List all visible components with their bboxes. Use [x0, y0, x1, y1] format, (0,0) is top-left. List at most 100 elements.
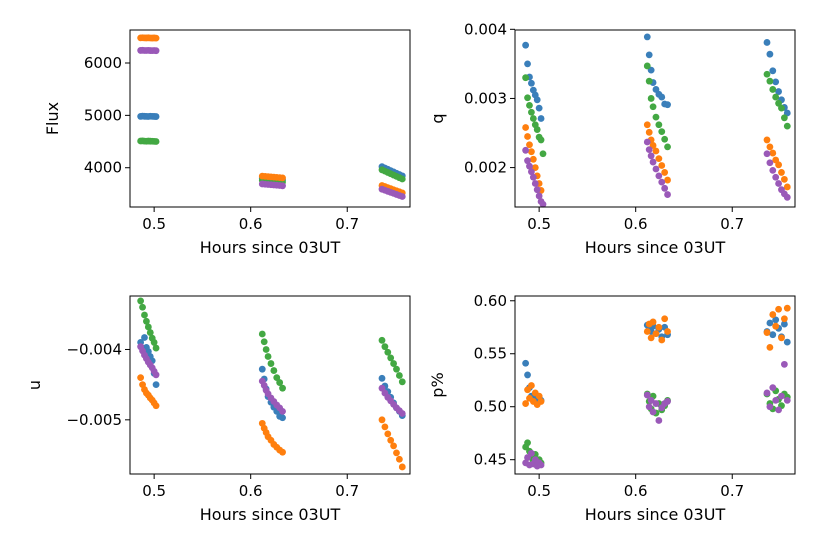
data-point [655, 121, 663, 129]
data-point [395, 372, 403, 379]
data-point [384, 348, 392, 356]
data-point [780, 360, 788, 368]
series-green [137, 297, 406, 392]
data-point [264, 353, 272, 360]
data-point [535, 392, 543, 400]
data-point [664, 176, 671, 184]
data-point [524, 60, 531, 68]
data-point [390, 442, 397, 450]
data-point [652, 330, 660, 338]
data-point [141, 334, 148, 341]
y-axis-label: q [428, 113, 447, 123]
y-tick-label: 0.004 [464, 20, 507, 38]
data-point [539, 200, 547, 208]
data-point [533, 126, 541, 133]
data-point [649, 103, 657, 111]
data-point [763, 389, 771, 397]
data-point [763, 150, 771, 158]
data-point [658, 93, 666, 101]
data-point [643, 138, 651, 146]
data-point [649, 158, 657, 166]
x-tick-label: 0.6 [624, 215, 648, 233]
data-point [144, 323, 152, 331]
data-point [152, 34, 160, 42]
data-point [763, 70, 771, 78]
data-point [526, 101, 533, 109]
data-point [783, 338, 791, 346]
data-point [783, 396, 791, 404]
panel-u: 0.5 0.6 0.7 −0.004 −0.005 Hours since 03UT u [25, 295, 411, 524]
plot-frame [129, 295, 411, 475]
data-point [769, 384, 777, 392]
y-tick-label: 4000 [84, 159, 122, 177]
data-point [775, 180, 782, 187]
data-point [661, 135, 669, 143]
data-point [137, 297, 145, 305]
data-point [783, 122, 791, 130]
data-point [783, 193, 791, 201]
data-point [645, 77, 653, 85]
series-purple [137, 343, 406, 417]
data-point [152, 47, 160, 55]
data-point [524, 94, 531, 102]
data-point [398, 378, 406, 386]
data-point [152, 138, 160, 145]
data-point [763, 329, 771, 336]
data-point [780, 320, 788, 328]
data-point [645, 403, 653, 411]
series-orange [522, 304, 791, 408]
series-blue [137, 112, 406, 184]
data-point [769, 67, 777, 75]
data-point [655, 155, 663, 163]
data-point [152, 381, 160, 389]
data-point [528, 79, 535, 87]
data-point [522, 400, 530, 407]
y-tick-label: −0.005 [66, 411, 122, 429]
data-point [775, 406, 782, 414]
data-point [769, 86, 777, 93]
data-point [766, 403, 774, 411]
data-point [652, 400, 660, 407]
x-tick-label: 0.7 [720, 482, 744, 500]
data-point [528, 168, 535, 176]
data-point [766, 343, 774, 351]
x-axis-label: Hours since 03UT [585, 505, 726, 524]
data-point [522, 124, 530, 131]
series-orange [522, 121, 791, 194]
x-axis-label: Hours since 03UT [585, 238, 726, 257]
data-point [535, 104, 543, 112]
panel-p: 0.5 0.6 0.7 0.45 0.50 0.55 0.60 Hours since 03U… [428, 292, 796, 524]
data-point [647, 152, 655, 160]
data-point [378, 374, 386, 382]
data-point [643, 121, 651, 129]
data-point [393, 365, 400, 373]
data-point [647, 95, 655, 102]
data-point [766, 319, 774, 327]
data-point [143, 317, 150, 325]
data-point [529, 155, 537, 163]
data-point [137, 374, 145, 382]
data-point [658, 336, 666, 344]
data-point [658, 128, 666, 136]
data-point [522, 74, 530, 82]
y-tick-label: 0.50 [474, 398, 507, 416]
data-point [664, 101, 671, 109]
y-tick-label: 0.45 [474, 451, 507, 469]
data-point [258, 365, 266, 373]
data-point [655, 323, 663, 331]
data-point [769, 311, 777, 318]
data-point [381, 423, 389, 431]
series-orange [137, 374, 406, 471]
data-point [783, 183, 791, 191]
data-point [766, 50, 774, 58]
data-point [655, 417, 663, 424]
x-tick-label: 0.5 [142, 215, 166, 233]
data-point [769, 166, 777, 174]
panel-flux: 0.5 0.6 0.7 4000 5000 6000 Hours since 03UT Flu… [43, 29, 411, 257]
data-point [152, 402, 160, 410]
data-point [661, 169, 669, 176]
data-point [783, 304, 791, 312]
x-tick-label: 0.5 [527, 482, 551, 500]
data-point [537, 136, 545, 144]
